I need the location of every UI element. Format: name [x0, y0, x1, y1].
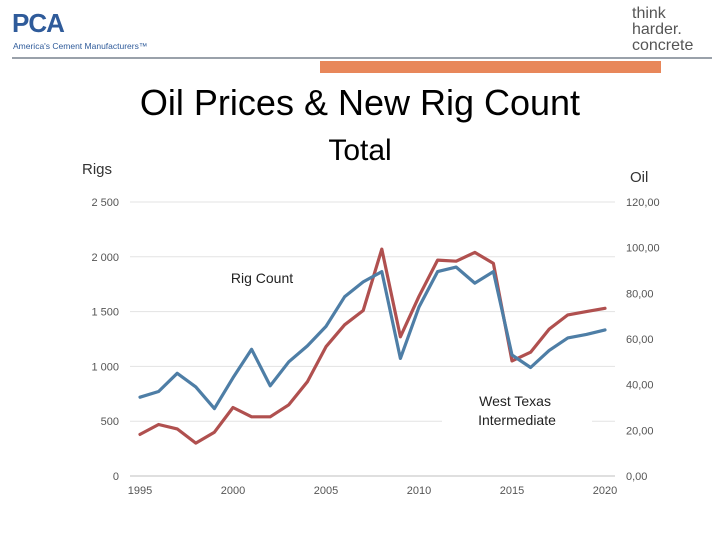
series-lines — [138, 247, 607, 445]
left-axis-ticks: 0 500 1 000 1 500 2 000 2 500 — [91, 197, 119, 483]
right-axis-ticks: 0,00 20,00 40,00 60,00 80,00 100,00 120,00 — [626, 197, 660, 483]
pca-logo-tagline: America's Cement Manufacturers™ — [13, 41, 148, 51]
x-tick-label: 2020 — [593, 485, 617, 497]
series-label-wti-line2: Intermediate — [478, 412, 556, 428]
right-tick-label: 120,00 — [626, 197, 660, 209]
x-tick-label: 2015 — [500, 485, 524, 497]
right-axis-title: Oil — [630, 169, 649, 186]
logo-line-harder: harder. — [632, 21, 682, 38]
pca-logo: PCA America's Cement Manufacturers™ — [12, 8, 162, 54]
think-harder-concrete-logo: think harder. concrete — [632, 6, 714, 54]
x-tick-label: 2005 — [314, 485, 338, 497]
wti-price-line — [138, 265, 607, 411]
left-tick-label: 1 500 — [91, 307, 119, 319]
left-tick-label: 2 000 — [91, 252, 119, 264]
right-tick-label: 80,00 — [626, 288, 654, 300]
x-tick-label: 1995 — [128, 485, 152, 497]
right-tick-label: 100,00 — [626, 243, 660, 255]
left-tick-label: 1 000 — [91, 361, 119, 373]
series-label-wti-line1: West Texas — [479, 393, 551, 409]
right-tick-label: 0,00 — [626, 471, 647, 483]
left-tick-label: 2 500 — [91, 197, 119, 209]
chart-title: Oil Prices & New Rig Count — [139, 82, 581, 123]
pca-logo-text: PCA — [12, 8, 65, 38]
left-tick-label: 0 — [113, 471, 119, 483]
series-label-rig-count: Rig Count — [231, 270, 293, 286]
logo-line-concrete: concrete — [632, 37, 694, 54]
wti-label-bg — [442, 388, 592, 438]
header-divider — [12, 57, 712, 59]
rig-count-line — [138, 247, 607, 445]
right-tick-label: 40,00 — [626, 380, 654, 392]
left-axis-title: Rigs — [82, 161, 113, 178]
x-axis-ticks: 1995 2000 2005 2010 2015 2020 — [128, 485, 617, 497]
right-tick-label: 60,00 — [626, 334, 654, 346]
series-label-wti: West Texas Intermediate — [478, 393, 556, 428]
logo-line-think: think — [632, 5, 666, 22]
chart-subtitle: Total — [328, 134, 392, 167]
x-tick-label: 2010 — [407, 485, 431, 497]
header-accent-bar — [320, 61, 661, 73]
rig-count-label-bg — [216, 269, 310, 288]
right-tick-label: 20,00 — [626, 425, 654, 437]
left-tick-label: 500 — [101, 416, 119, 428]
x-tick-label: 2000 — [221, 485, 245, 497]
